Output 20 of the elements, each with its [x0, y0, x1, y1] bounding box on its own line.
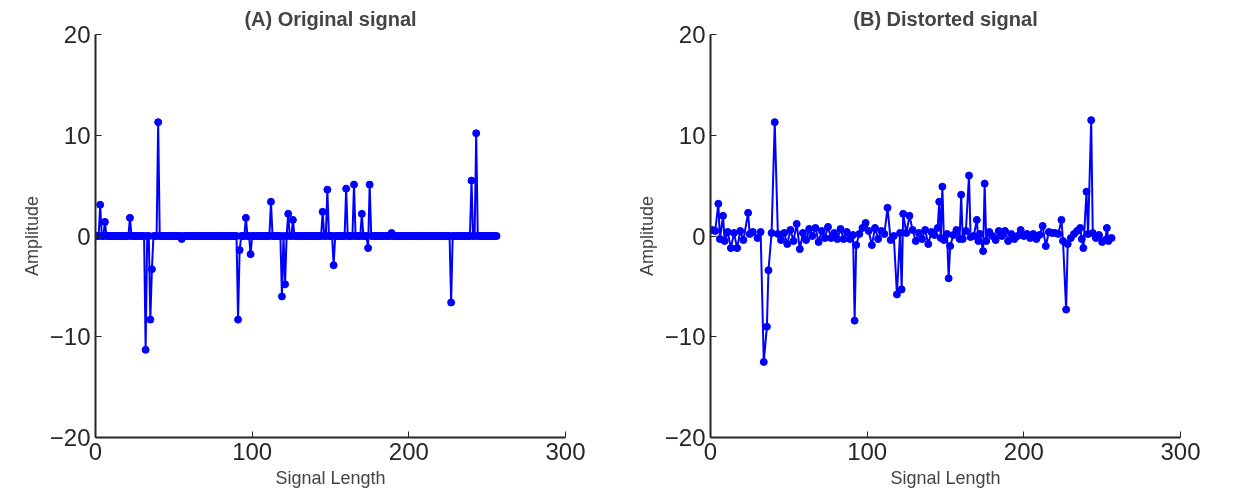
x-tick-label: 200	[1003, 437, 1044, 465]
y-tick-label: 0	[692, 222, 706, 250]
y-tick-label: 0	[77, 222, 91, 250]
y-tick-label: 20	[678, 21, 706, 48]
y-axis-title: Amplitude	[21, 195, 42, 277]
y-axis-title: Amplitude	[636, 195, 657, 277]
chart-title: (A) Original signal	[244, 7, 417, 30]
y-tick-label: −10	[49, 323, 91, 351]
x-tick-label: 200	[388, 437, 429, 465]
x-axis-title: Signal Length	[275, 467, 386, 488]
x-tick-label: 100	[847, 437, 888, 465]
chart-title: (B) Distorted signal	[853, 7, 1038, 30]
y-tick-label: 20	[63, 21, 91, 48]
x-tick-label: 300	[1160, 437, 1201, 465]
x-axis-title: Signal Length	[890, 467, 1001, 488]
x-tick-label: 300	[545, 437, 586, 465]
y-tick-label: −10	[664, 323, 706, 351]
x-tick-label: 100	[232, 437, 273, 465]
y-tick-label: 10	[63, 121, 91, 149]
y-tick-label: 10	[678, 121, 706, 149]
